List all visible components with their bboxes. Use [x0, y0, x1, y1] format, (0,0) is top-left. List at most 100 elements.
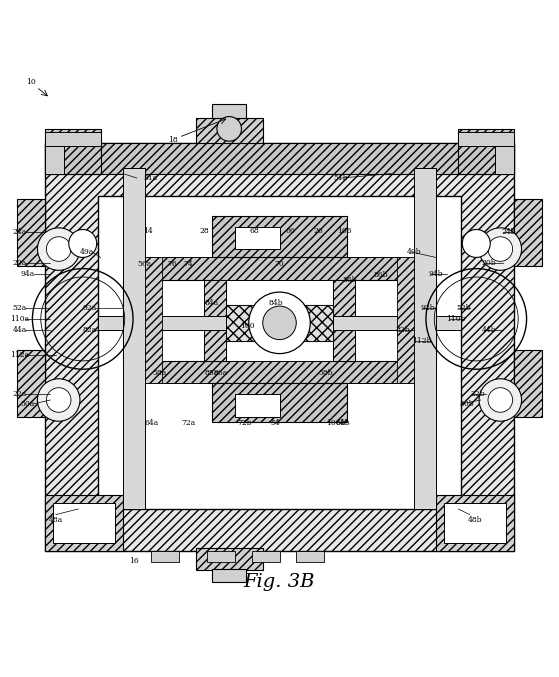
Bar: [17, 199, 45, 266]
Text: 56a: 56a: [137, 260, 151, 268]
Bar: [151, 551, 179, 562]
Bar: [196, 548, 263, 571]
Bar: [98, 316, 226, 330]
Text: 76: 76: [167, 260, 177, 268]
Text: 110b: 110b: [446, 315, 465, 323]
Bar: [397, 257, 414, 383]
Circle shape: [217, 116, 241, 141]
Text: 68: 68: [249, 227, 259, 235]
Text: 20a: 20a: [12, 259, 27, 267]
Bar: [212, 215, 347, 257]
Circle shape: [488, 237, 513, 261]
Bar: [196, 118, 263, 148]
Circle shape: [479, 378, 522, 421]
Bar: [252, 551, 280, 562]
Text: 10: 10: [26, 79, 36, 87]
Bar: [333, 316, 461, 330]
Bar: [45, 143, 514, 551]
Circle shape: [37, 228, 80, 270]
Bar: [458, 129, 514, 173]
Text: 85a: 85a: [204, 369, 219, 377]
Text: 82b: 82b: [395, 326, 410, 334]
Text: 54: 54: [270, 420, 280, 427]
Bar: [45, 146, 64, 173]
Text: 44b: 44b: [482, 326, 496, 334]
Text: 24a: 24a: [12, 228, 27, 236]
Text: 110a: 110a: [10, 315, 29, 323]
Bar: [212, 569, 246, 582]
Bar: [296, 551, 324, 562]
Circle shape: [488, 388, 513, 412]
Text: Fig. 3B: Fig. 3B: [244, 573, 315, 590]
Bar: [514, 350, 542, 417]
Bar: [333, 280, 436, 361]
Text: 86a: 86a: [213, 369, 228, 377]
Text: 51b: 51b: [334, 174, 348, 182]
Text: 72b: 72b: [237, 420, 252, 427]
Bar: [226, 305, 333, 341]
Text: 22b: 22b: [471, 391, 485, 398]
Bar: [436, 495, 514, 551]
Bar: [514, 199, 542, 266]
Bar: [45, 131, 101, 146]
Bar: [98, 196, 461, 509]
Circle shape: [479, 228, 522, 270]
Circle shape: [46, 237, 71, 261]
Text: 72a: 72a: [181, 420, 196, 427]
Text: 26: 26: [314, 227, 324, 235]
Text: 70: 70: [274, 260, 285, 268]
Circle shape: [249, 292, 310, 353]
Text: 28: 28: [199, 227, 209, 235]
Bar: [414, 280, 436, 361]
Text: 48b: 48b: [468, 516, 482, 524]
Bar: [17, 350, 45, 417]
Bar: [495, 146, 514, 173]
Text: 50a: 50a: [21, 400, 35, 408]
Circle shape: [462, 230, 490, 257]
Text: 82a: 82a: [82, 326, 97, 334]
Text: 58a: 58a: [152, 369, 167, 377]
Bar: [212, 383, 347, 422]
Text: 18: 18: [168, 136, 178, 144]
Bar: [53, 504, 115, 542]
Bar: [414, 168, 436, 509]
Text: 84b: 84b: [269, 299, 283, 307]
Text: 100: 100: [240, 322, 255, 330]
Text: 92a: 92a: [82, 304, 97, 311]
Bar: [235, 395, 280, 417]
Text: 64a: 64a: [145, 420, 159, 427]
Text: 112a: 112a: [10, 351, 29, 359]
Bar: [444, 504, 506, 542]
Text: 48a: 48a: [49, 516, 63, 524]
Text: 56b: 56b: [342, 276, 357, 284]
Text: 20b: 20b: [482, 259, 496, 267]
Text: 52b: 52b: [457, 304, 471, 311]
Bar: [123, 257, 436, 280]
Text: 84a: 84a: [204, 299, 219, 307]
Text: 16: 16: [129, 557, 139, 565]
Text: 44a: 44a: [12, 326, 27, 334]
Bar: [207, 551, 235, 562]
Text: 58b: 58b: [318, 369, 333, 377]
Bar: [45, 129, 101, 173]
Text: 94a: 94a: [21, 270, 35, 278]
Bar: [212, 104, 246, 118]
Bar: [226, 305, 333, 341]
Circle shape: [69, 230, 97, 257]
Text: 52a: 52a: [12, 304, 27, 311]
Text: 106: 106: [338, 227, 352, 235]
Bar: [45, 143, 514, 173]
Bar: [123, 168, 145, 509]
Text: 86b: 86b: [374, 271, 389, 280]
Text: 50b: 50b: [459, 400, 474, 408]
Bar: [333, 280, 355, 361]
Text: 94b: 94b: [429, 270, 443, 278]
Text: 106b: 106b: [326, 420, 345, 427]
Bar: [45, 495, 123, 551]
Circle shape: [37, 378, 80, 421]
Bar: [123, 280, 145, 361]
Circle shape: [46, 388, 71, 412]
Bar: [235, 227, 280, 249]
Text: 66: 66: [286, 227, 296, 235]
Bar: [123, 361, 436, 383]
